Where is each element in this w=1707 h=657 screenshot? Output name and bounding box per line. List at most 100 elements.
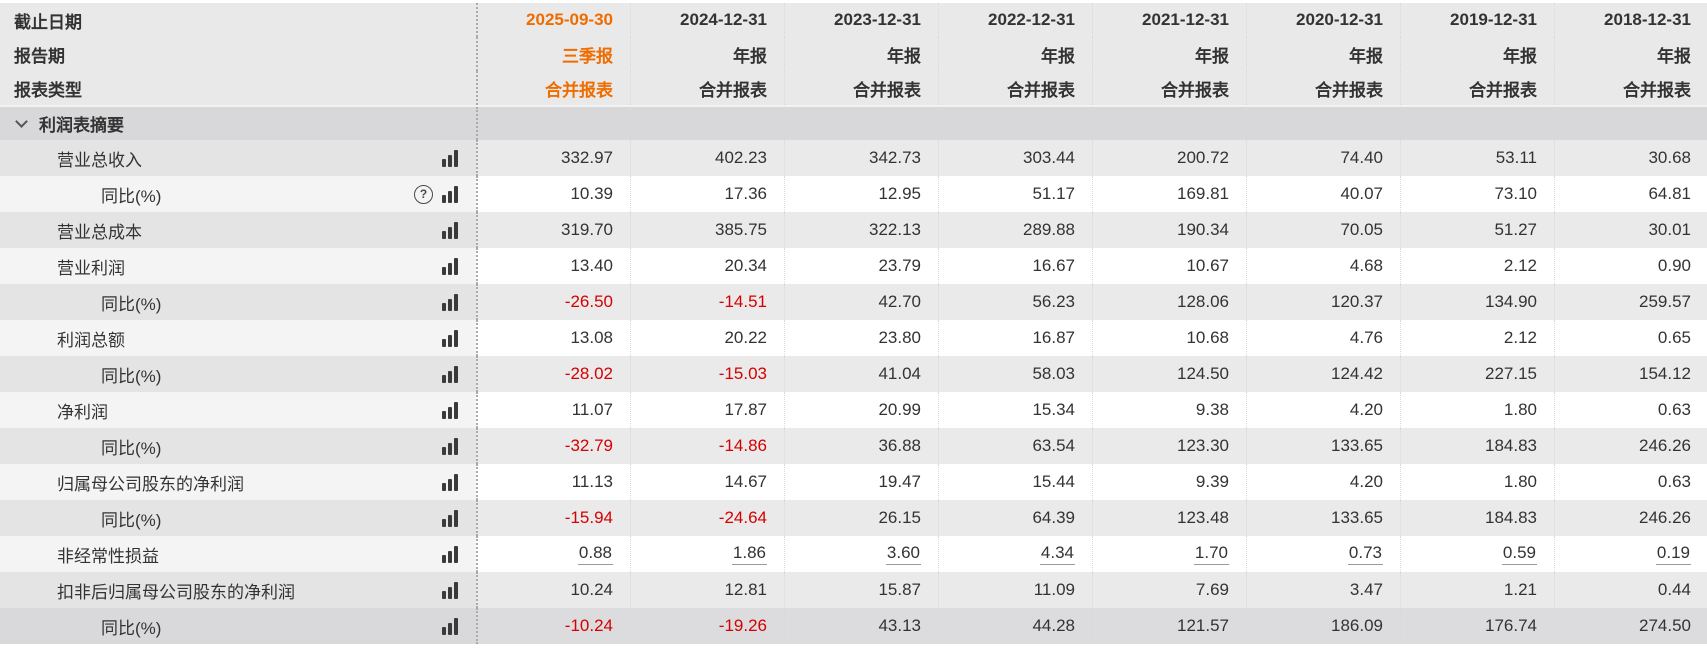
bar [442,230,446,239]
value-text[interactable]: 1.86 [731,543,767,565]
bar-chart-icon[interactable] [442,437,458,455]
value-text: 120.37 [1331,292,1383,311]
value-text: 0.63 [1657,400,1691,419]
column-end-date-text: 2018-12-31 [1604,10,1691,29]
bar-chart-icon[interactable] [442,545,458,563]
row-label: 同比(%) [101,294,162,314]
value-text: 319.70 [561,220,613,239]
column-report-type: 合并报表 [1092,71,1246,105]
chevron-down-icon[interactable] [15,115,28,128]
value-text[interactable]: 0.73 [1347,543,1383,565]
column-report-type-text: 合并报表 [1315,80,1383,100]
value-text: 20.99 [878,400,921,419]
value-text: 11.13 [571,472,613,491]
value-text: -26.50 [564,292,613,311]
value-text: 17.36 [724,184,767,203]
bar-chart-icon[interactable] [442,185,458,203]
value-cell: 4.76 [1246,320,1400,356]
table-row: 营业总成本 319.70 385.75 322.13 289.88 190.34 70.05… [0,212,1707,248]
value-text: 16.87 [1032,328,1075,347]
row-label: 利润总额 [57,330,125,350]
value-cell: 15.44 [938,464,1092,500]
value-cell: 36.88 [784,428,938,464]
value-text: 259.57 [1639,292,1691,311]
value-cell: 10.68 [1092,320,1246,356]
bar-chart-icon[interactable] [442,257,458,275]
bar [454,149,458,167]
value-text: 16.67 [1032,256,1075,275]
value-text: -10.24 [564,616,613,635]
bar-chart-icon[interactable] [442,221,458,239]
value-cell: 2.12 [1400,320,1554,356]
value-text[interactable]: 0.19 [1655,543,1691,565]
table-row: 营业利润 13.40 20.34 23.79 16.67 10.67 4.68 2.12 0.9… [0,248,1707,284]
bar-chart-icon[interactable] [442,329,458,347]
value-text: 246.26 [1639,436,1691,455]
question-circle-icon[interactable] [414,184,433,204]
bar-chart-icon[interactable] [442,473,458,491]
bar-chart-icon[interactable] [442,401,458,419]
section-header-income-summary[interactable]: 利润表摘要 [0,105,1707,140]
value-text: 0.63 [1657,472,1691,491]
value-cell: 274.50 [1554,608,1707,644]
value-cell: 44.28 [938,608,1092,644]
value-text: 15.87 [878,580,921,599]
value-cell: 385.75 [630,212,784,248]
table-row: 营业总收入 332.97 402.23 342.73 303.44 200.72 74.40… [0,140,1707,176]
row-label-cell: 同比(%) [0,284,476,320]
value-text: 63.54 [1032,436,1075,455]
value-cell: 184.83 [1400,428,1554,464]
column-report-type-text: 合并报表 [1623,80,1691,100]
value-text: 184.83 [1485,508,1537,527]
value-text: 322.13 [869,220,921,239]
value-text: 41.04 [878,364,921,383]
value-text: 43.13 [878,616,921,635]
value-text: 123.30 [1177,436,1229,455]
bar-chart-icon[interactable] [442,293,458,311]
value-text[interactable]: 3.60 [885,543,921,565]
value-cell: 134.90 [1400,284,1554,320]
value-text: 70.05 [1340,220,1383,239]
value-text: 190.34 [1177,220,1229,239]
value-cell: 63.54 [938,428,1092,464]
bar-chart-icon[interactable] [442,509,458,527]
value-cell: 184.83 [1400,500,1554,536]
value-text[interactable]: 0.59 [1501,543,1537,565]
value-text[interactable]: 0.88 [577,543,613,565]
column-end-date-text: 2021-12-31 [1142,10,1229,29]
row-label: 同比(%) [101,510,162,530]
column-end-date: 2020-12-31 [1246,3,1400,37]
value-text: 2.12 [1503,256,1537,275]
value-text: 227.15 [1485,364,1537,383]
value-cell: 124.50 [1092,356,1246,392]
bar [442,518,446,527]
column-report-type-text: 合并报表 [1161,80,1229,100]
bar-chart-icon[interactable] [442,617,458,635]
bar-chart-icon[interactable] [442,149,458,167]
value-text[interactable]: 4.34 [1039,543,1075,565]
value-cell: 13.40 [476,248,630,284]
value-cell: 7.69 [1092,572,1246,608]
bar-chart-icon[interactable] [442,581,458,599]
value-text[interactable]: 1.70 [1193,543,1229,565]
value-text: 124.42 [1331,364,1383,383]
table-row: 同比(%) 10.39 17.36 12.95 51.17 169.81 40.07 73.1… [0,176,1707,212]
section-header-label-cell[interactable]: 利润表摘要 [0,107,476,140]
value-text: 11.09 [1033,580,1075,599]
row-label-cell: 同比(%) [0,428,476,464]
value-cell: 16.87 [938,320,1092,356]
value-cell: 20.34 [630,248,784,284]
value-text: 332.97 [561,148,613,167]
value-text: 12.81 [724,580,767,599]
header-row-report-type: 报表类型 合并报表 合并报表 合并报表 合并报表 合并报表 合并报表 合并报表 合并报表 [0,71,1707,105]
value-text: 74.40 [1340,148,1383,167]
value-text: 186.09 [1331,616,1383,635]
value-cell: 14.67 [630,464,784,500]
column-report-period-text: 年报 [1349,46,1383,66]
value-text: 200.72 [1177,148,1229,167]
bar-chart-icon[interactable] [442,365,458,383]
value-text: 1.21 [1503,580,1537,599]
bar [448,514,452,527]
value-cell: -10.24 [476,608,630,644]
